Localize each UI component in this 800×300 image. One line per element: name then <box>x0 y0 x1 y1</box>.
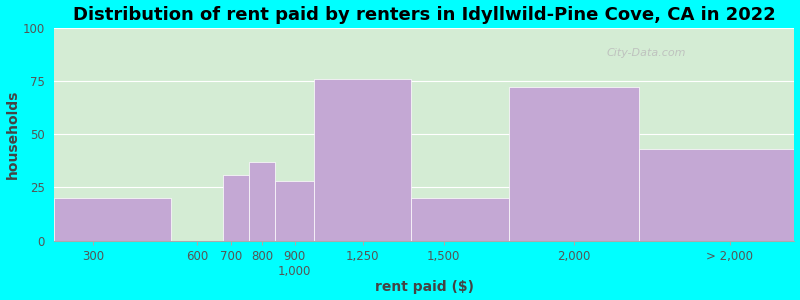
Y-axis label: households: households <box>6 90 19 179</box>
X-axis label: rent paid ($): rent paid ($) <box>375 280 474 294</box>
Bar <box>275 181 314 241</box>
Text: City-Data.com: City-Data.com <box>606 48 686 59</box>
Bar <box>509 88 638 241</box>
Bar <box>411 198 509 241</box>
Bar <box>638 149 794 241</box>
Bar <box>223 175 249 241</box>
Bar <box>249 162 275 241</box>
Bar <box>54 198 171 241</box>
Bar <box>314 79 411 241</box>
Title: Distribution of rent paid by renters in Idyllwild-Pine Cove, CA in 2022: Distribution of rent paid by renters in … <box>73 6 776 24</box>
